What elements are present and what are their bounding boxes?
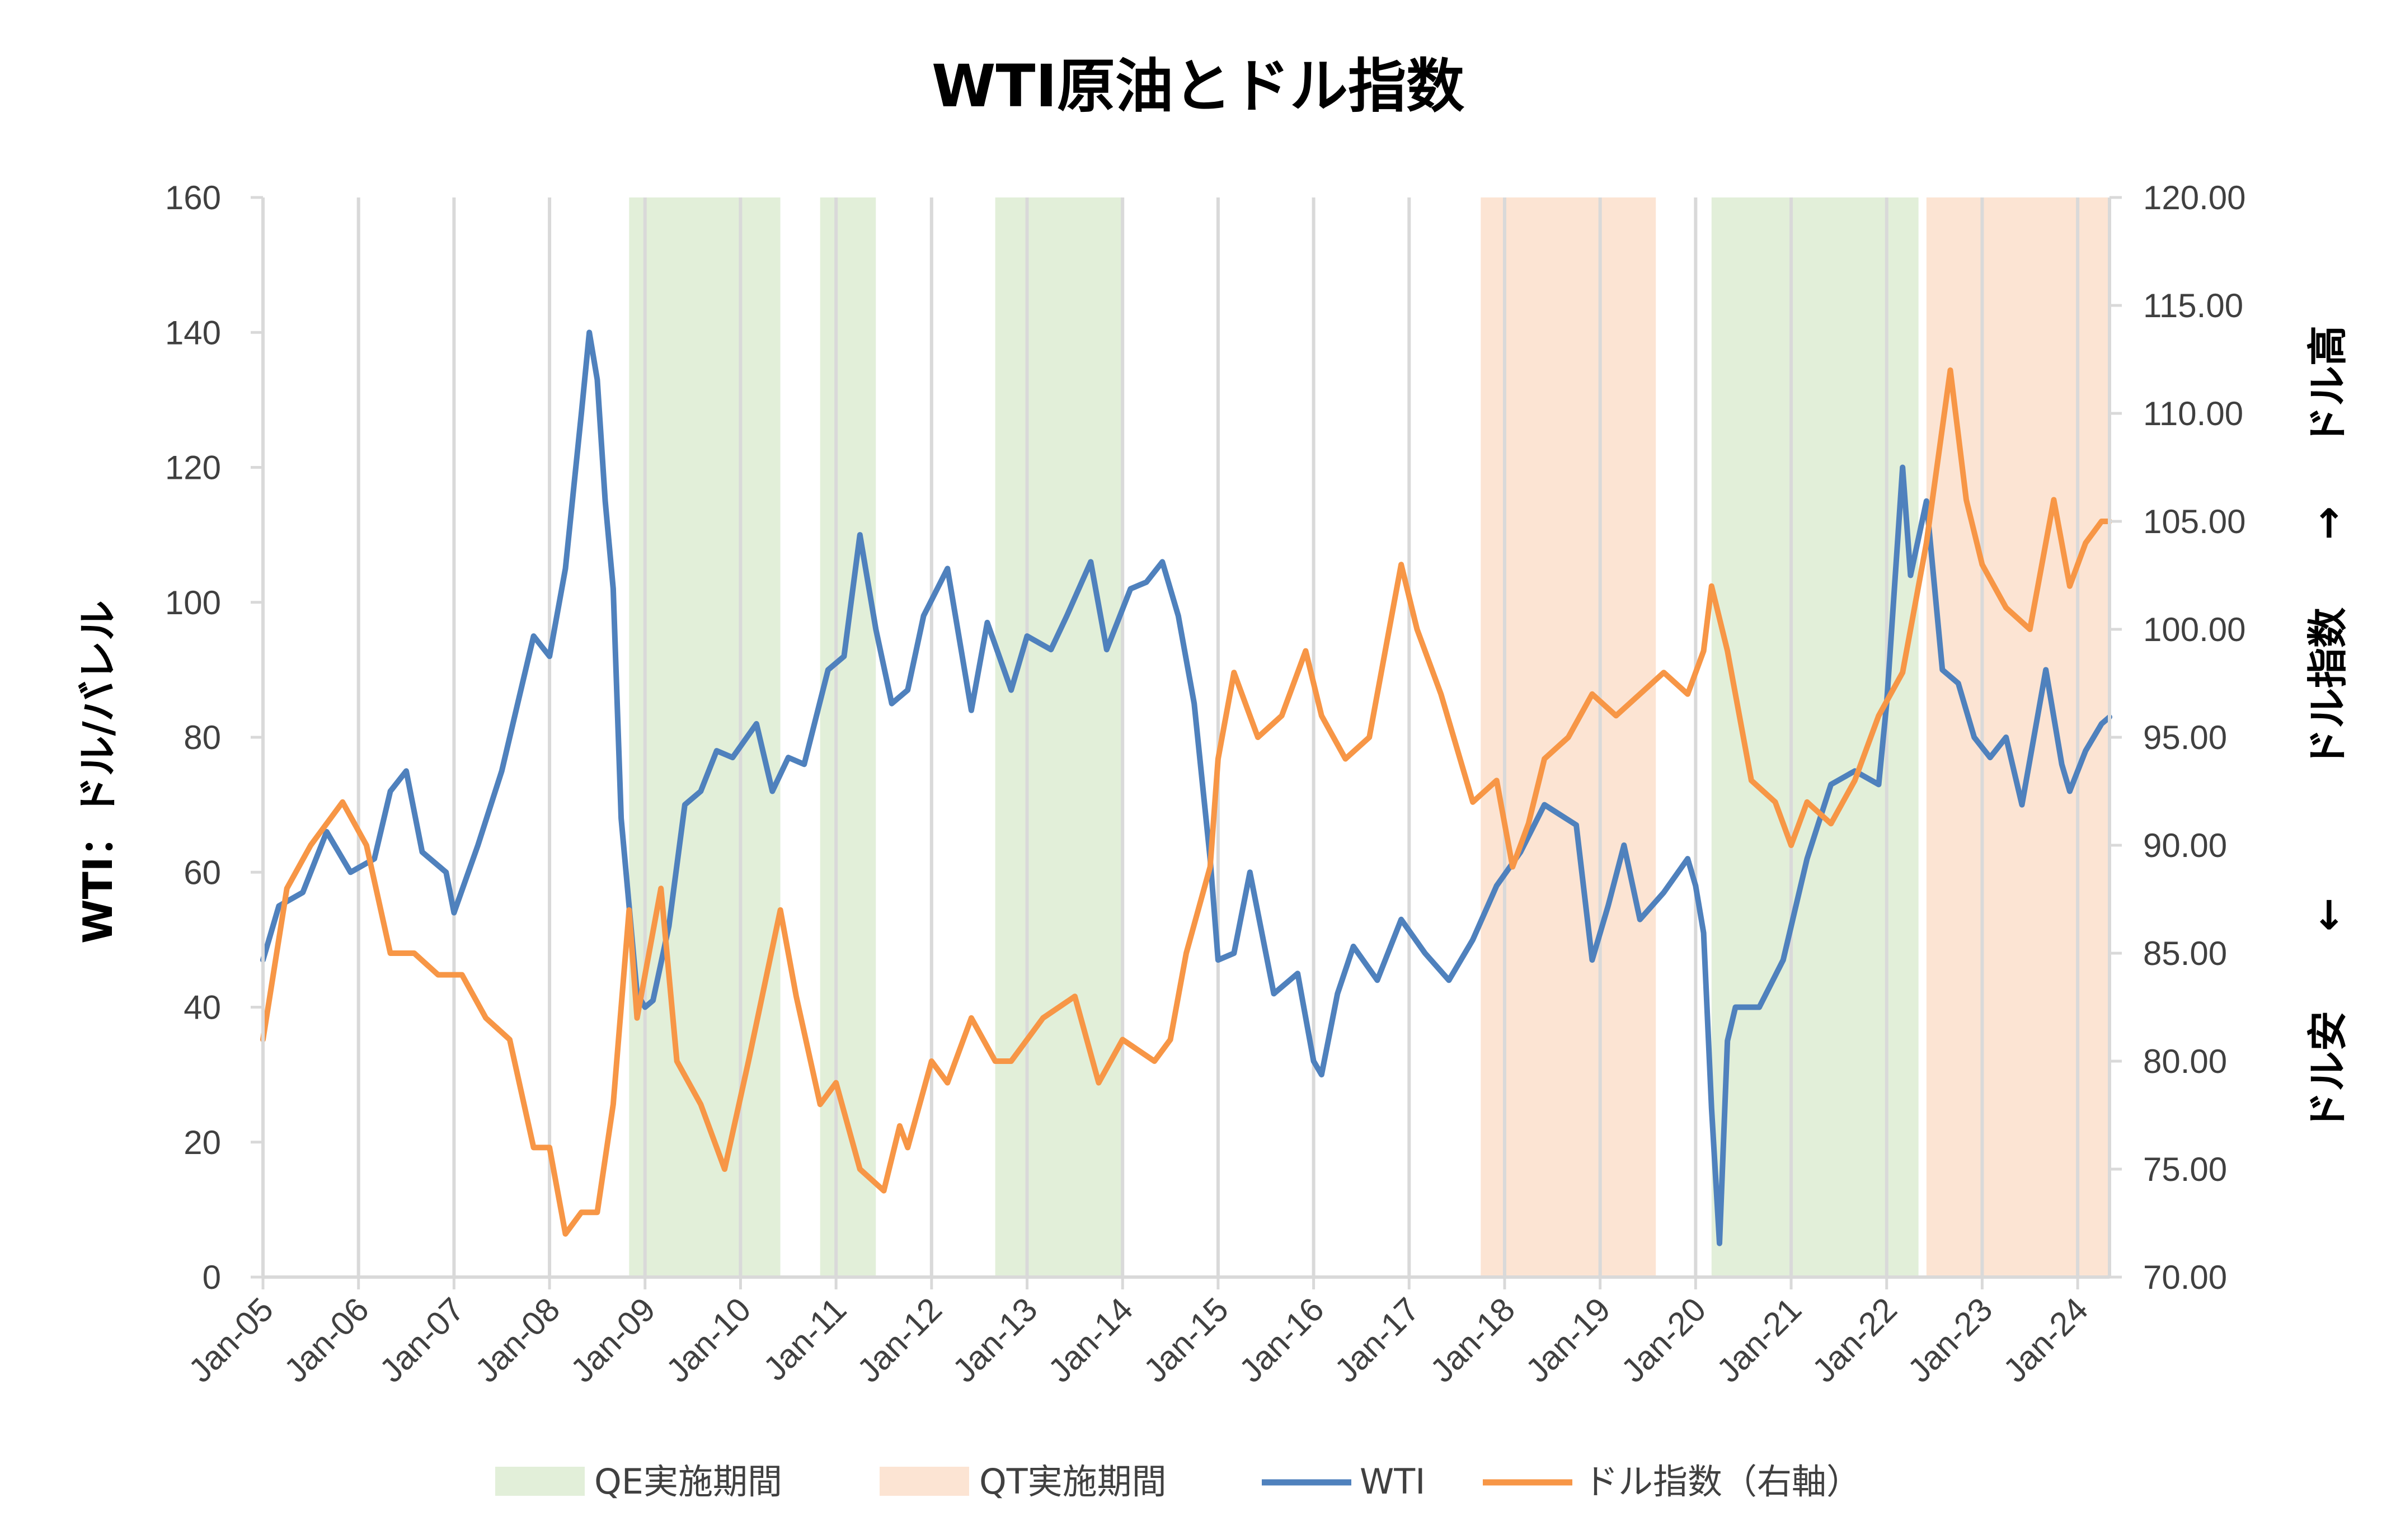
series-line-dollar-index [260, 367, 2112, 1237]
right-tick-label: 80.00 [2143, 1043, 2227, 1080]
right-axis-title-up-arrow: → [2304, 506, 2351, 540]
legend-qe-label: QE実施期間 [594, 1461, 782, 1502]
shade-qe-0 [629, 197, 781, 1277]
x-tick-label: Jan-08 [468, 1291, 567, 1390]
x-tick-labels: Jan-05Jan-06Jan-07Jan-08Jan-09Jan-10Jan-… [181, 1291, 2095, 1390]
x-tick-label: Jan-06 [277, 1291, 376, 1390]
left-tick-label: 100 [165, 584, 221, 621]
right-tick-label: 115.00 [2143, 287, 2243, 324]
x-tick-label: Jan-20 [1614, 1291, 1713, 1390]
x-tick-label: Jan-19 [1519, 1291, 1618, 1390]
right-tick-label: 75.00 [2143, 1151, 2227, 1188]
series-lines [260, 329, 2112, 1246]
legend-dxy-label: ドル指数（右軸） [1584, 1461, 1861, 1502]
right-tick-label: 85.00 [2143, 935, 2227, 972]
gridlines [261, 197, 2080, 1277]
right-tick-label: 120.00 [2143, 179, 2246, 216]
x-tick-label: Jan-09 [563, 1291, 663, 1390]
left-tick-label: 140 [165, 314, 221, 351]
x-tick-label: Jan-13 [946, 1291, 1045, 1390]
left-tick-label: 60 [184, 854, 221, 891]
shade-qe-1 [820, 197, 876, 1277]
right-tick-labels: 70.00 75.00 80.00 85.00 90.00 95.00 100.00 105.… [2143, 179, 2246, 1296]
x-tick-label: Jan-10 [659, 1291, 758, 1390]
left-axis-title: WTI：ドル/バレル [74, 600, 121, 944]
x-tick-label: Jan-24 [1996, 1291, 2095, 1390]
left-tick-label: 0 [203, 1259, 221, 1296]
legend-qt-swatch [880, 1467, 969, 1496]
left-tick-label: 120 [165, 449, 221, 487]
right-axis-title: ドル高 → ドル指数 ← ドル安 [2304, 326, 2351, 1132]
legend-qt-label: QT実施期間 [979, 1461, 1167, 1502]
x-tick-label: Jan-17 [1327, 1291, 1426, 1390]
axes [251, 196, 2122, 1289]
series-line-wti [260, 329, 2112, 1246]
right-tick-label: 100.00 [2143, 611, 2246, 648]
left-tick-labels: 0 20 40 60 80 100 120 140 160 [165, 179, 221, 1296]
x-tick-label: Jan-15 [1136, 1291, 1235, 1390]
right-axis-title-down-arrow: ← [2304, 898, 2351, 931]
left-tick-label: 40 [184, 989, 221, 1026]
legend-qe-swatch [495, 1467, 585, 1496]
x-tick-label: Jan-22 [1805, 1291, 1904, 1390]
right-axis-title-middle: ドル指数 [2304, 607, 2351, 769]
left-tick-label: 20 [184, 1124, 221, 1161]
x-tick-label: Jan-12 [850, 1291, 949, 1390]
x-tick-label: Jan-23 [1900, 1291, 1999, 1390]
x-tick-label: Jan-18 [1423, 1291, 1522, 1390]
right-tick-label: 95.00 [2143, 719, 2227, 756]
left-tick-label: 80 [184, 719, 221, 756]
right-axis-title-bottom: ドル安 [2304, 1011, 2351, 1132]
chart-title: WTI原油とドル指数 [932, 52, 1464, 120]
legend-wti-label: WTI [1360, 1461, 1425, 1502]
shade-qt-1 [1926, 197, 2110, 1277]
right-tick-label: 105.00 [2143, 503, 2246, 540]
right-tick-label: 90.00 [2143, 827, 2227, 864]
x-tick-label: Jan-07 [372, 1291, 471, 1390]
x-tick-label: Jan-21 [1709, 1291, 1808, 1390]
x-tick-label: Jan-16 [1232, 1291, 1331, 1390]
right-axis-title-top: ドル高 [2304, 326, 2351, 446]
x-tick-label: Jan-11 [756, 1291, 853, 1388]
left-tick-label: 160 [165, 179, 221, 216]
legend: QE実施期間 QT実施期間 WTI ドル指数（右軸） [495, 1461, 1861, 1502]
right-tick-label: 110.00 [2143, 395, 2243, 432]
x-tick-label: Jan-05 [181, 1291, 280, 1390]
shade-qe-2 [995, 197, 1123, 1277]
x-tick-label: Jan-14 [1041, 1291, 1140, 1390]
right-tick-label: 70.00 [2143, 1259, 2227, 1296]
